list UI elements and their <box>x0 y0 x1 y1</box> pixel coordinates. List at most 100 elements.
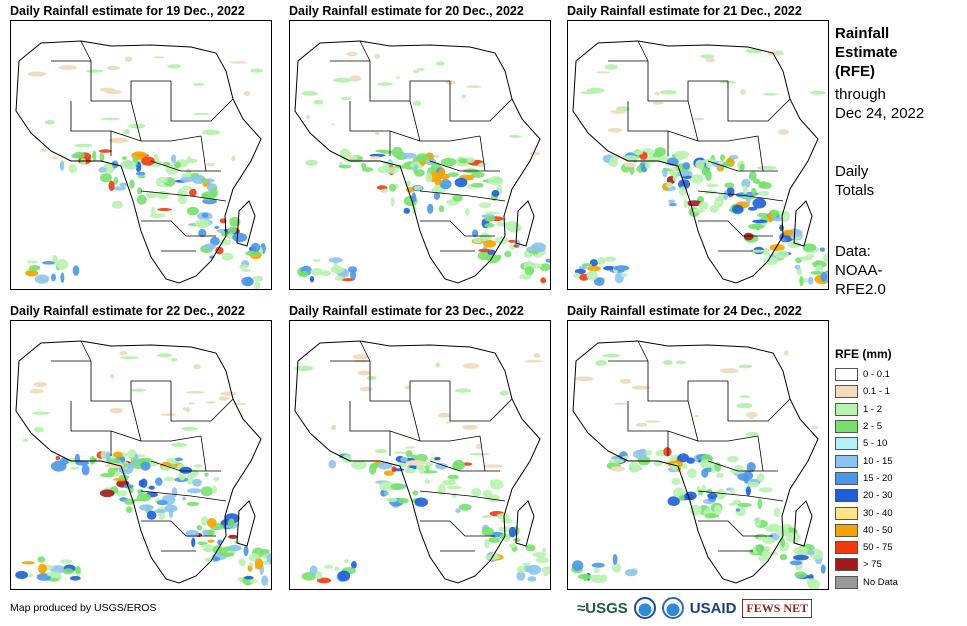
country-border <box>170 81 234 122</box>
country-border <box>627 401 669 456</box>
country-border <box>757 135 764 172</box>
country-border <box>110 430 142 442</box>
rainfall-map <box>289 320 551 590</box>
africa-coastline <box>294 340 541 584</box>
africa-coastline <box>572 40 819 284</box>
country-border <box>608 360 728 402</box>
legend-swatch <box>835 385 858 399</box>
country-border <box>707 460 778 472</box>
legend-label: 50 - 75 <box>863 542 893 554</box>
panel-title: Daily Rainfall estimate for 20 Dec., 202… <box>289 4 524 18</box>
side-title-line1: Rainfall <box>835 25 890 42</box>
rainfall-map <box>567 320 829 590</box>
country-border <box>110 130 142 142</box>
legend-item: 20 - 30 <box>835 487 898 504</box>
panel-title: Daily Rainfall estimate for 22 Dec., 202… <box>10 304 245 318</box>
country-border <box>449 81 513 122</box>
country-border <box>449 381 513 422</box>
legend-item: 30 - 40 <box>835 504 898 521</box>
country-border <box>419 190 506 202</box>
legend-swatch <box>835 558 858 572</box>
africa-coastline <box>572 340 819 584</box>
country-border <box>80 40 92 62</box>
legend-label: 20 - 30 <box>863 490 893 502</box>
legend-label: 15 - 20 <box>863 472 893 484</box>
country-border <box>727 81 791 122</box>
country-border <box>697 490 784 502</box>
legend-swatch <box>835 575 858 589</box>
side-data-source: NOAA- <box>835 262 883 279</box>
legend-swatch <box>835 454 858 468</box>
madagascar-outline <box>236 500 256 547</box>
side-date: Dec 24, 2022 <box>835 105 925 122</box>
rainfall-layer <box>294 353 550 584</box>
country-border <box>687 100 759 142</box>
fews-net-logo: FEWS NET <box>742 598 813 618</box>
legend-swatch <box>835 420 858 434</box>
country-border <box>70 401 112 456</box>
legend-item: 50 - 75 <box>835 539 898 556</box>
country-border <box>140 190 227 202</box>
legend-label: 2 - 5 <box>863 421 883 433</box>
country-border <box>479 135 486 172</box>
country-border <box>51 360 171 402</box>
madagascar-outline <box>515 500 535 547</box>
logo-strip: ≈USGS USAID FEWS NET <box>577 596 813 620</box>
legend-swatch <box>835 437 858 451</box>
country-border <box>627 101 669 156</box>
country-border <box>141 520 216 537</box>
side-data-version: RFE2.0 <box>835 281 886 298</box>
country-border <box>130 100 202 142</box>
country-border <box>667 430 699 442</box>
country-border <box>359 40 371 62</box>
legend-item: No Data <box>835 574 898 591</box>
legend-swatch <box>835 523 858 537</box>
country-border <box>359 340 371 362</box>
legend-item: > 75 <box>835 556 898 573</box>
madagascar-outline <box>793 200 813 247</box>
africa-coastline <box>15 340 262 584</box>
country-border <box>420 220 495 237</box>
country-border <box>70 101 112 156</box>
legend-label: 0 - 0.1 <box>863 369 890 381</box>
country-border <box>349 401 391 456</box>
country-border <box>637 40 649 62</box>
legend-label: 30 - 40 <box>863 507 893 519</box>
country-border <box>687 400 759 442</box>
rainfall-layer <box>25 56 266 289</box>
side-title-line2: Estimate <box>835 44 898 61</box>
credit-text: Map produced by USGS/EROS <box>10 602 157 614</box>
legend-item: 10 - 15 <box>835 452 898 469</box>
madagascar-outline <box>793 500 813 547</box>
legend: 0 - 0.1 0.1 - 1 1 - 2 2 - 5 5 - 10 10 - 15 15 … <box>835 366 898 591</box>
country-border <box>330 60 450 102</box>
country-border <box>150 460 221 472</box>
legend-item: 2 - 5 <box>835 418 898 435</box>
legend-swatch <box>835 368 858 382</box>
nasa-seal-icon <box>661 597 684 619</box>
country-border <box>420 520 495 537</box>
legend-item: 0 - 0.1 <box>835 366 898 383</box>
country-border <box>330 360 450 402</box>
panel-title: Daily Rainfall estimate for 23 Dec., 202… <box>289 304 524 318</box>
legend-swatch <box>835 541 858 555</box>
legend-label: 0.1 - 1 <box>863 386 890 398</box>
legend-label: > 75 <box>863 559 882 571</box>
legend-item: 40 - 50 <box>835 522 898 539</box>
country-border <box>667 130 699 142</box>
usgs-logo: ≈USGS <box>577 599 628 617</box>
country-border <box>140 490 227 502</box>
legend-swatch <box>835 471 858 485</box>
side-through: through <box>835 86 886 103</box>
legend-label: No Data <box>863 576 898 588</box>
legend-label: 1 - 2 <box>863 403 883 415</box>
rainfall-map <box>10 20 272 290</box>
legend-label: 10 - 15 <box>863 455 893 467</box>
rainfall-layer <box>297 51 550 284</box>
side-data-label: Data: <box>835 243 871 260</box>
country-border <box>698 520 773 537</box>
madagascar-outline <box>515 200 535 247</box>
rainfall-layer <box>15 351 271 586</box>
country-border <box>429 460 500 472</box>
legend-item: 0.1 - 1 <box>835 383 898 400</box>
